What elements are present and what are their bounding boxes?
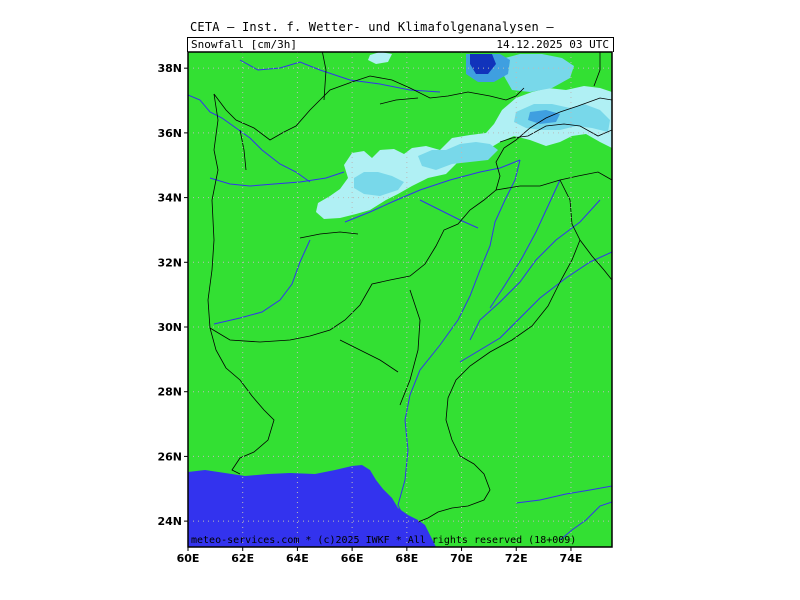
- valid-time-label: 14.12.2025 03 UTC: [496, 38, 609, 51]
- x-tick-label: 72E: [505, 552, 528, 565]
- parameter-bar: Snowfall [cm/3h] 14.12.2025 03 UTC: [187, 37, 614, 52]
- borders: [207, 52, 612, 523]
- snowfall-area-max: [470, 54, 496, 74]
- map-frame: [187, 51, 613, 548]
- y-tick-label: 26N: [157, 450, 182, 463]
- x-tick-label: 62E: [231, 552, 254, 565]
- axis-labels: 60E 62E 64E 66E 68E 70E 72E 74E 24N 26N 28N 30N 32N 3…: [157, 62, 582, 565]
- y-tick-label: 28N: [157, 386, 182, 399]
- x-tick-label: 74E: [560, 552, 583, 565]
- snowfall-area-north: [504, 54, 574, 92]
- x-tick-label: 68E: [395, 552, 418, 565]
- snowfall-area-patch: [368, 52, 392, 64]
- chart-title: CETA — Inst. f. Wetter- und Klimafolgena…: [190, 20, 554, 34]
- parameter-label: Snowfall [cm/3h]: [191, 38, 297, 51]
- y-tick-label: 36N: [157, 127, 182, 140]
- x-tick-label: 60E: [177, 552, 200, 565]
- copyright-footer: meteo-services.com * (c)2025 IWKF * All …: [191, 535, 577, 546]
- axis-ticks: [184, 67, 572, 551]
- snowfall-area-mid: [418, 142, 498, 170]
- y-tick-label: 34N: [157, 192, 182, 205]
- grid-lines: [188, 52, 612, 547]
- y-tick-label: 30N: [157, 321, 182, 334]
- sea-area: [188, 465, 436, 547]
- x-tick-label: 66E: [341, 552, 364, 565]
- y-tick-label: 32N: [157, 256, 182, 269]
- x-tick-label: 70E: [450, 552, 473, 565]
- y-tick-label: 24N: [157, 515, 182, 528]
- x-tick-label: 64E: [286, 552, 309, 565]
- snowfall-area-mid3: [354, 172, 404, 196]
- y-tick-label: 38N: [157, 62, 182, 75]
- snowfall-area-heavy: [528, 110, 560, 124]
